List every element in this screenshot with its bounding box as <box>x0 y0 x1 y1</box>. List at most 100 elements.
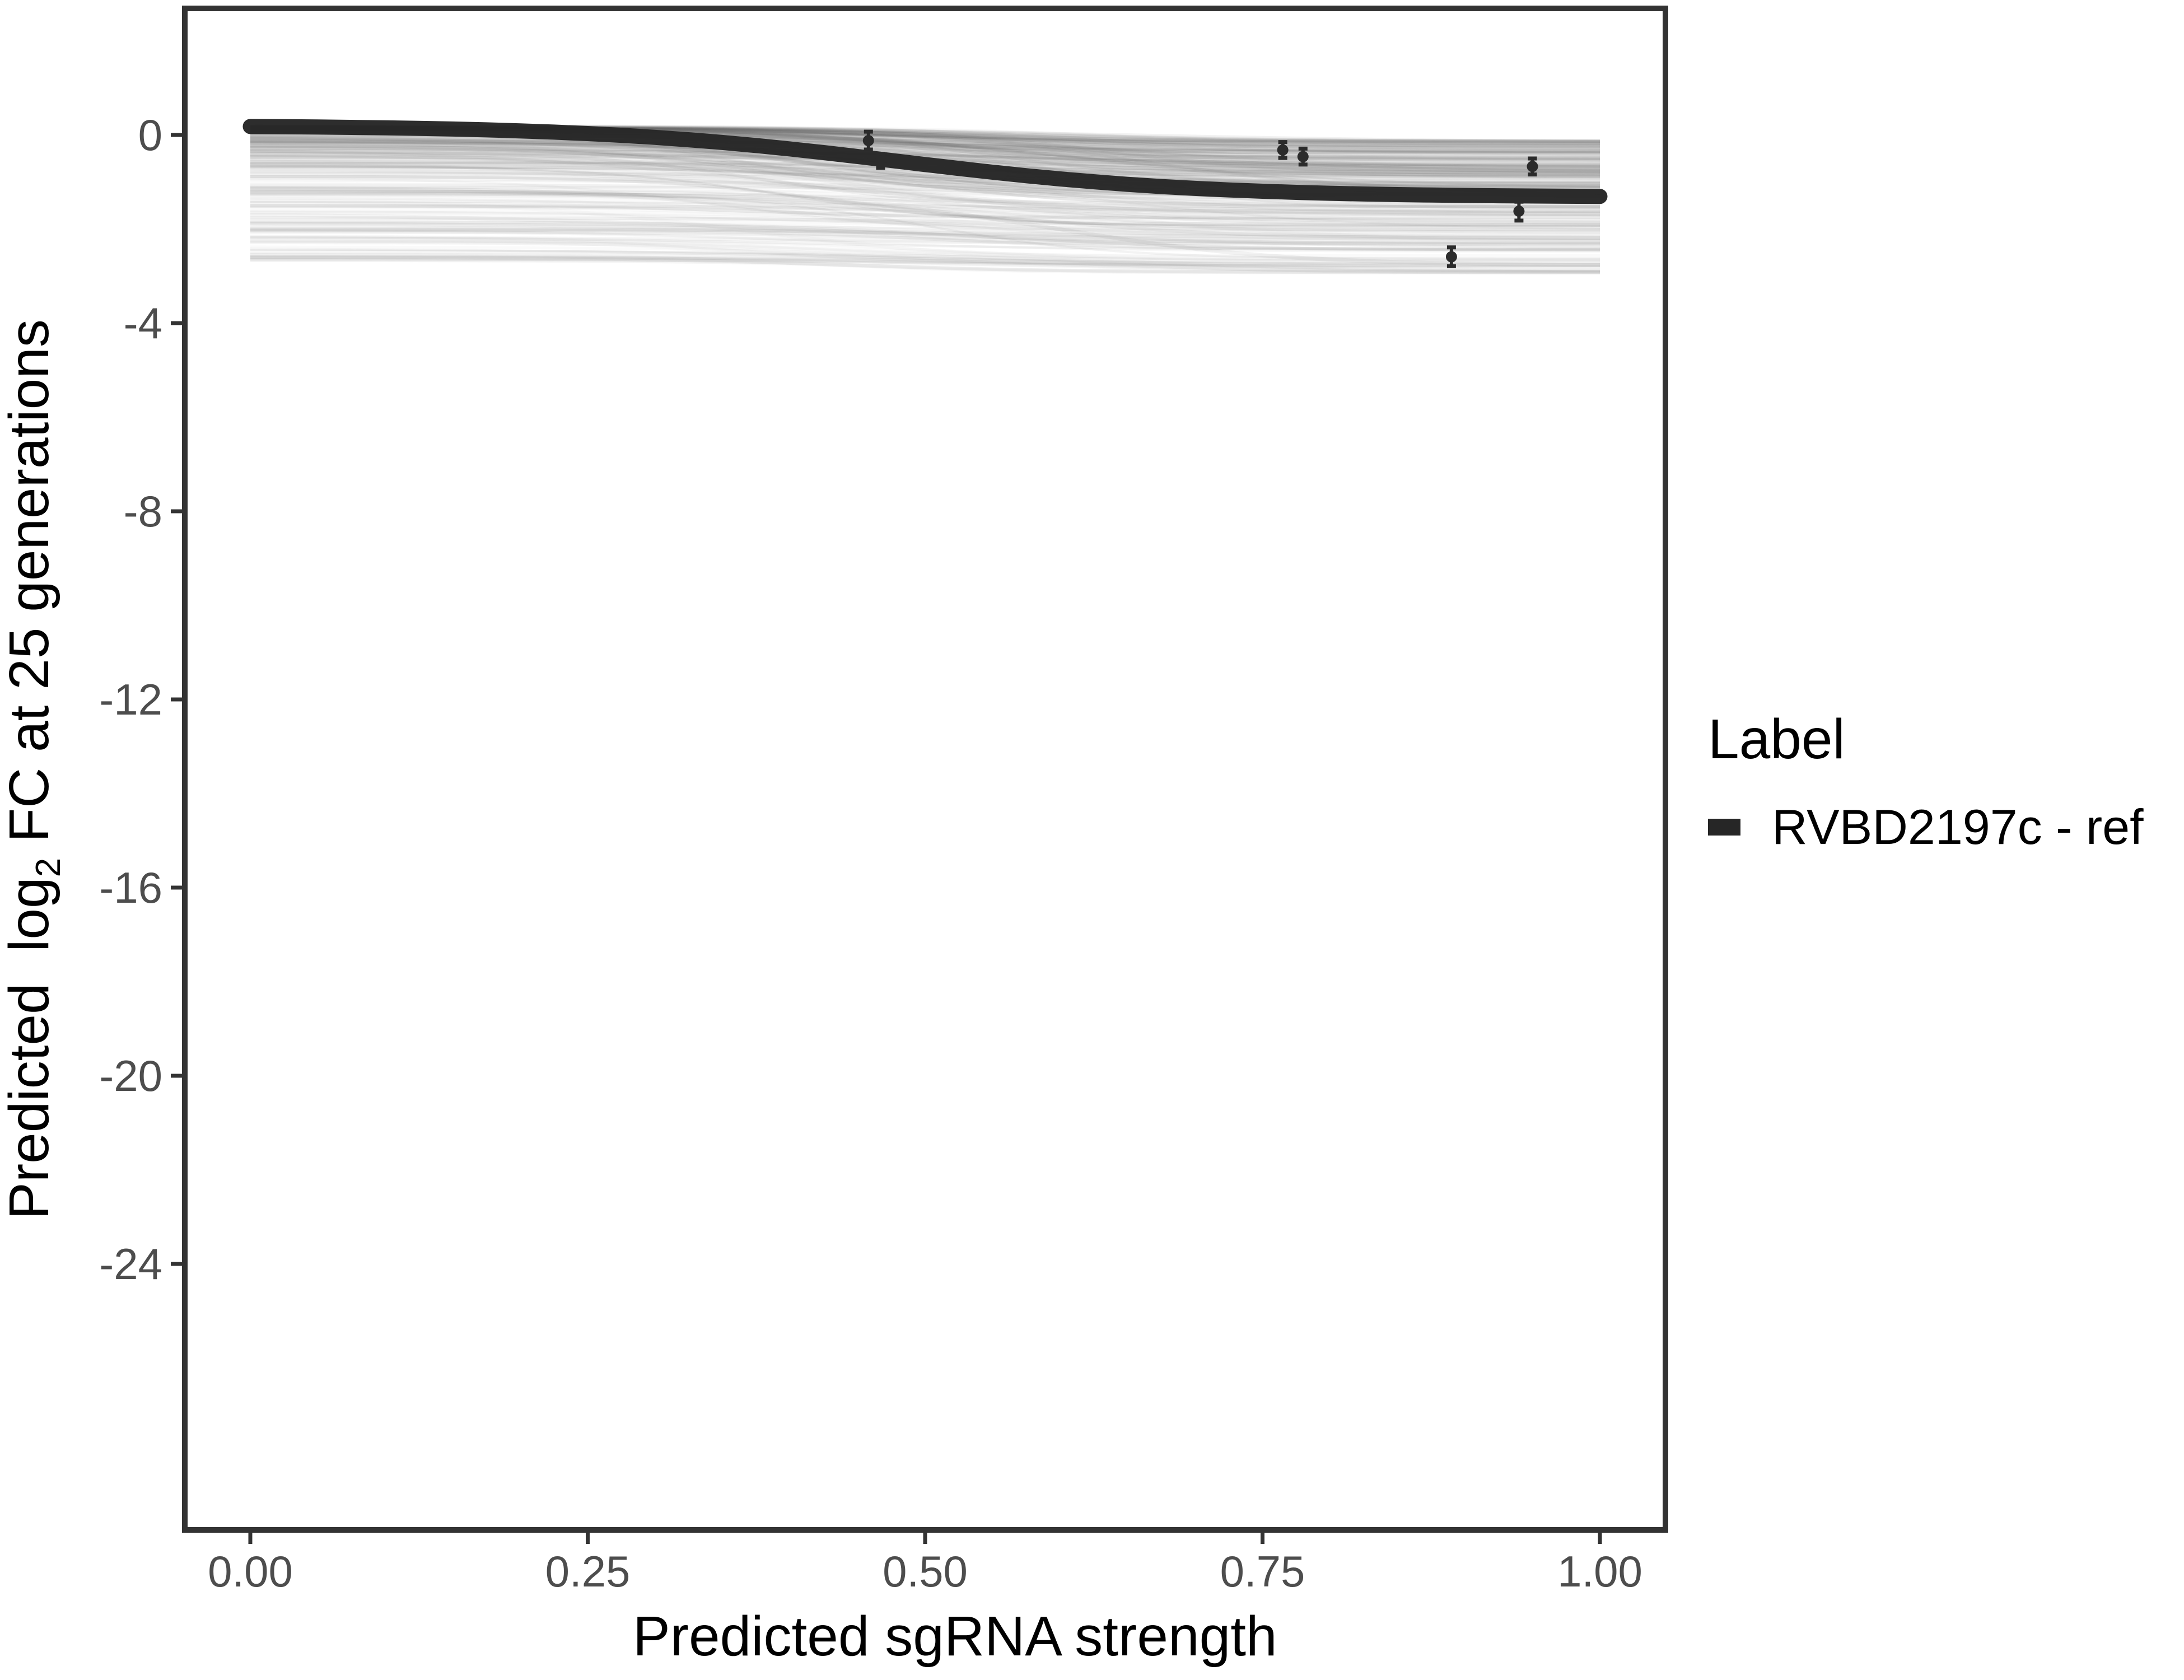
x-tick-label: 0.75 <box>1220 1547 1305 1596</box>
posterior-draw-line <box>250 185 1600 209</box>
errorbar-point <box>1445 245 1457 268</box>
y-tick-label: -16 <box>99 863 162 912</box>
posterior-draw-line <box>250 220 1600 251</box>
posterior-draw-line <box>250 177 1600 232</box>
posterior-draw-line <box>250 193 1600 233</box>
posterior-draw-line <box>250 155 1600 215</box>
panel-border <box>182 6 1668 1533</box>
posterior-draw-line <box>250 186 1600 242</box>
x-tick-label: 1.00 <box>1557 1547 1642 1596</box>
posterior-draw-line <box>250 221 1600 245</box>
posterior-draw-line <box>250 155 1600 184</box>
posterior-draw-line <box>250 162 1600 189</box>
y-tick-label: 0 <box>138 110 162 160</box>
posterior-draw-line <box>250 149 1600 167</box>
posterior-draw-line <box>250 226 1600 245</box>
posterior-draw-line <box>250 252 1600 263</box>
posterior-draw-line <box>250 189 1600 206</box>
posterior-draw-line <box>250 185 1600 234</box>
errorbar-point <box>1297 146 1309 167</box>
posterior-draw-line <box>250 160 1600 188</box>
data-point <box>1513 206 1525 217</box>
legend-key-line-swatch <box>1708 819 1740 836</box>
x-axis-title: Predicted sgRNA strength <box>633 1605 1277 1668</box>
y-axis-title-prefix: Predicted log <box>0 877 60 1220</box>
errorbar-point <box>1527 156 1538 177</box>
posterior-draw-line <box>250 255 1600 268</box>
posterior-draw-line <box>250 149 1600 217</box>
posterior-draw-line <box>250 183 1600 217</box>
posterior-draw-line <box>250 146 1600 186</box>
posterior-draw-line <box>250 255 1600 274</box>
posterior-draw-line <box>250 201 1600 220</box>
posterior-draw-line <box>250 228 1600 252</box>
posterior-draw-line <box>250 136 1600 174</box>
data-point <box>1277 144 1289 156</box>
posterior-draw-line <box>250 139 1600 213</box>
posterior-draw-line <box>250 165 1600 228</box>
posterior-draw-line <box>250 142 1600 167</box>
observed-points <box>862 129 1538 268</box>
posterior-draw-line <box>250 142 1600 162</box>
legend-item: RVBD2197c - ref <box>1708 802 2144 852</box>
posterior-draw-line <box>250 175 1600 230</box>
errorbar-point <box>1277 140 1289 160</box>
legend-item-label: RVBD2197c - ref <box>1772 799 2144 855</box>
posterior-draw-line <box>250 222 1600 251</box>
posterior-draw-line <box>250 192 1600 260</box>
posterior-draw-line <box>250 216 1600 227</box>
posterior-draw-line <box>250 192 1600 267</box>
errorbar-point <box>875 152 886 170</box>
posterior-draw-line <box>250 253 1600 275</box>
data-point <box>862 135 874 147</box>
errorbar-point <box>862 129 874 152</box>
posterior-draw-line <box>250 140 1600 176</box>
x-tick-label: 0.50 <box>883 1547 968 1596</box>
legend-title: Label <box>1708 708 1845 771</box>
posterior-draw-line <box>250 144 1600 162</box>
plot-area <box>242 119 1608 275</box>
y-tick-label: -20 <box>99 1051 162 1100</box>
posterior-draw-line <box>250 188 1600 213</box>
posterior-draw-line <box>250 201 1600 217</box>
y-tick-label: -24 <box>99 1239 162 1289</box>
y-axis-title: Predicted log2 FC at 25 generations <box>0 319 68 1220</box>
posterior-draw-line <box>250 249 1600 265</box>
y-tick-label: -12 <box>99 675 162 724</box>
x-axis: 0.00 0.25 0.50 0.75 1.00 <box>208 1533 1642 1596</box>
posterior-draw-line <box>250 221 1600 240</box>
posterior-draw-line <box>250 228 1600 253</box>
x-tick-label: 0.00 <box>208 1547 293 1596</box>
posterior-draw-line <box>250 230 1600 244</box>
posterior-draw-line <box>250 166 1600 230</box>
reference-curve <box>242 119 1608 204</box>
posterior-draw-line <box>250 204 1600 240</box>
posterior-draw-line <box>250 140 1600 160</box>
data-point <box>875 155 886 167</box>
posterior-draw-line <box>250 143 1600 181</box>
posterior-draw-line <box>250 228 1600 251</box>
data-point <box>1297 151 1309 162</box>
errorbar-point <box>1513 199 1525 223</box>
posterior-draw-line <box>250 164 1600 220</box>
posterior-draw-line <box>250 150 1600 209</box>
posterior-draw-line <box>250 189 1600 227</box>
posterior-draw-line <box>250 255 1600 272</box>
posterior-draw-line <box>250 199 1600 216</box>
posterior-draw-line <box>250 164 1600 189</box>
y-tick-label: -4 <box>124 298 162 348</box>
posterior-draw-line <box>250 186 1600 227</box>
y-tick-label: -8 <box>124 487 162 536</box>
data-point <box>1445 251 1457 263</box>
posterior-draw-line <box>250 248 1600 266</box>
y-axis-title-subscript: 2 <box>29 857 68 878</box>
posterior-draw-line <box>250 227 1600 241</box>
posterior-draw-line <box>250 144 1600 188</box>
posterior-draw-line <box>250 255 1600 274</box>
posterior-draw-line <box>250 139 1600 157</box>
posterior-draw-line <box>250 240 1600 263</box>
posterior-draw-line <box>250 258 1600 267</box>
posterior-draw-line <box>250 192 1600 213</box>
